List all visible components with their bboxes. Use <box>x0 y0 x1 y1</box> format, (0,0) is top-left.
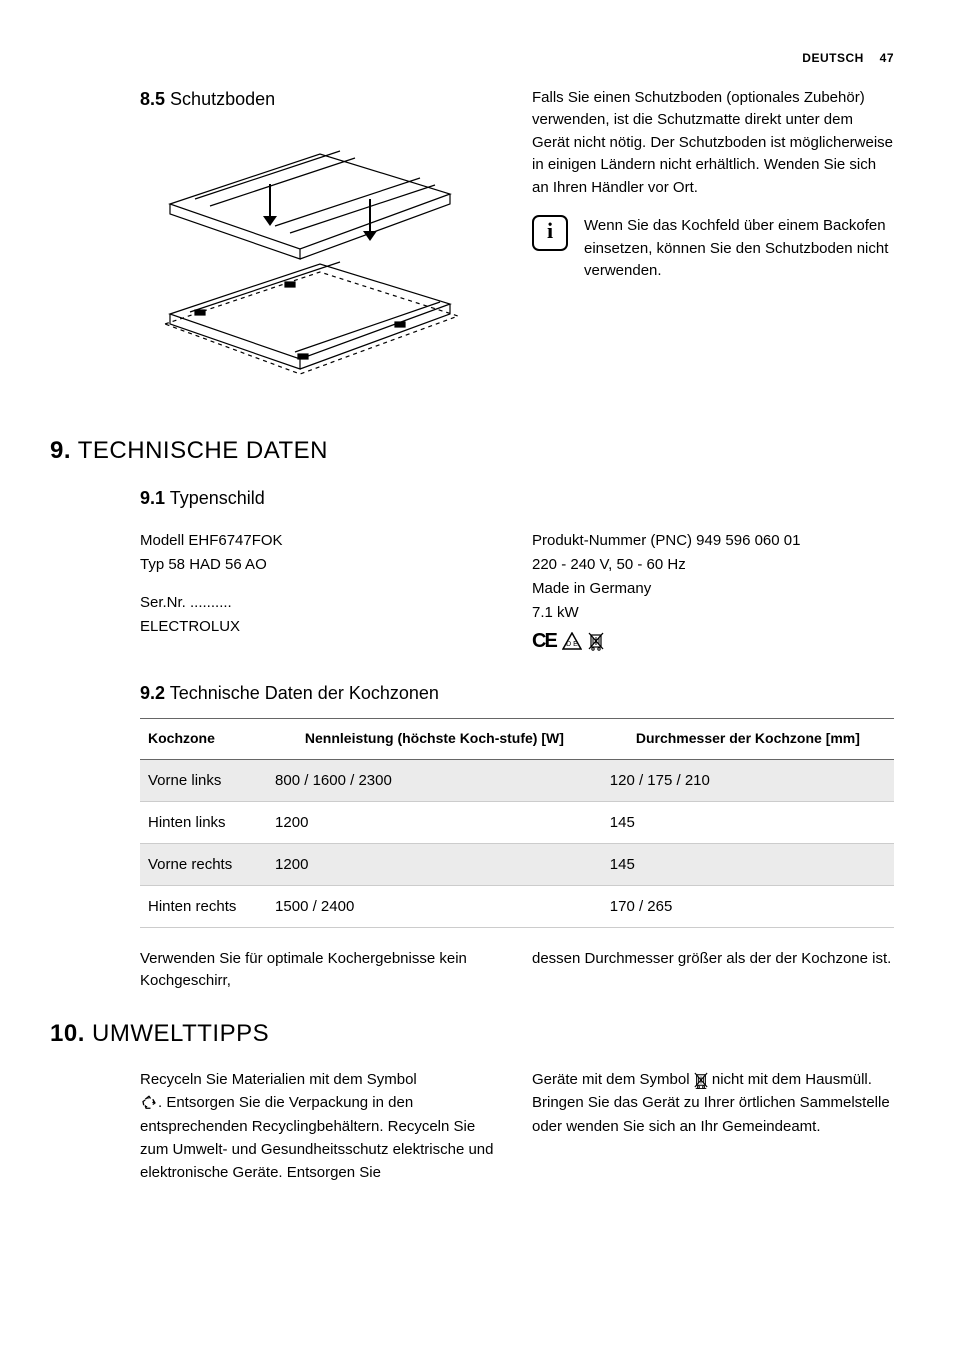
sec10-left-post: . Entsorgen Sie die Verpackung in den en… <box>140 1094 494 1181</box>
brand-line: ELECTROLUX <box>140 615 502 639</box>
subheading-9-1-num: 9.1 <box>140 488 165 508</box>
triangle-icon: D E <box>562 632 582 650</box>
table-row: Vorne rechts1200145 <box>140 843 894 885</box>
cell-diameter: 145 <box>602 843 894 885</box>
section-8-5-left: 8.5 Schutzboden <box>50 87 502 404</box>
cell-power: 1200 <box>267 801 602 843</box>
typenschild-right: Produkt-Nummer (PNC) 949 596 060 01 220 … <box>532 529 894 657</box>
schutzboden-diagram <box>140 124 480 404</box>
section-9-1: 9.1 Typenschild Modell EHF6747FOK Typ 58… <box>50 486 894 657</box>
cell-zone: Vorne rechts <box>140 843 267 885</box>
section-10-left: Recyceln Sie Materialien mit dem Symbol … <box>140 1068 502 1184</box>
typenschild-left: Modell EHF6747FOK Typ 58 HAD 56 AO Ser.N… <box>140 529 502 657</box>
serial-line: Ser.Nr. .......... <box>140 591 502 615</box>
cell-diameter: 170 / 265 <box>602 885 894 927</box>
ce-icon: CE <box>532 625 556 657</box>
info-text: Wenn Sie das Kochfeld über einem Backofe… <box>584 215 894 283</box>
cell-zone: Hinten links <box>140 801 267 843</box>
section-10: 10. UMWELTTIPPS Recyceln Sie Materialien… <box>50 1017 894 1185</box>
table-header-row: Kochzone Nennleistung (höchste Koch-stuf… <box>140 718 894 759</box>
header-language: DEUTSCH <box>802 51 864 65</box>
sec10-left-pre: Recyceln Sie Materialien mit dem Symbol <box>140 1071 417 1088</box>
cell-zone: Hinten rechts <box>140 885 267 927</box>
section-10-right: Geräte mit dem Symbol nicht mit dem Haus… <box>532 1068 894 1184</box>
heading-10: 10. UMWELTTIPPS <box>50 1017 894 1051</box>
type-line: Typ 58 HAD 56 AO <box>140 553 502 577</box>
voltage-line: 220 - 240 V, 50 - 60 Hz <box>532 553 894 577</box>
th-durchmesser: Durchmesser der Kochzone [mm] <box>602 718 894 759</box>
subheading-9-2-num: 9.2 <box>140 683 165 703</box>
schutzboden-para: Falls Sie einen Schutzboden (optionales … <box>532 87 894 200</box>
subheading-title: Schutzboden <box>170 89 275 109</box>
subheading-9-1-title: Typenschild <box>170 488 265 508</box>
weee-icon <box>694 1071 708 1089</box>
section-9: 9. TECHNISCHE DATEN 9.1 Typenschild Mode… <box>50 434 894 993</box>
section-10-columns: Recyceln Sie Materialien mit dem Symbol … <box>50 1068 894 1184</box>
heading-10-num: 10. <box>50 1020 85 1047</box>
post-table-text: Verwenden Sie für optimale Kochergebniss… <box>50 948 894 993</box>
pnc-line: Produkt-Nummer (PNC) 949 596 060 01 <box>532 529 894 553</box>
typenschild-content: Modell EHF6747FOK Typ 58 HAD 56 AO Ser.N… <box>140 529 894 657</box>
table-row: Hinten links1200145 <box>140 801 894 843</box>
th-nennleistung: Nennleistung (höchste Koch-stufe) [W] <box>267 718 602 759</box>
heading-9-num: 9. <box>50 437 71 464</box>
made-in-line: Made in Germany <box>532 577 894 601</box>
table-row: Vorne links800 / 1600 / 2300120 / 175 / … <box>140 759 894 801</box>
cell-power: 1500 / 2400 <box>267 885 602 927</box>
info-box: i Wenn Sie das Kochfeld über einem Backo… <box>532 215 894 283</box>
post-table-left: Verwenden Sie für optimale Kochergebniss… <box>140 948 502 993</box>
heading-10-title: UMWELTTIPPS <box>92 1020 269 1047</box>
cell-zone: Vorne links <box>140 759 267 801</box>
cell-diameter: 145 <box>602 801 894 843</box>
svg-text:D E: D E <box>566 641 578 648</box>
sec10-right-pre: Geräte mit dem Symbol <box>532 1071 694 1088</box>
subheading-9-2: 9.2 Technische Daten der Kochzonen <box>140 681 894 706</box>
page-header: DEUTSCH 47 <box>50 50 894 67</box>
section-8-5-right: Falls Sie einen Schutzboden (optionales … <box>532 87 894 404</box>
subheading-9-2-title: Technische Daten der Kochzonen <box>170 683 439 703</box>
cell-power: 1200 <box>267 843 602 885</box>
model-line: Modell EHF6747FOK <box>140 529 502 553</box>
subheading-num: 8.5 <box>140 89 165 109</box>
recycle-icon <box>140 1094 158 1112</box>
ce-marks: CE D E <box>532 625 894 657</box>
kw-line: 7.1 kW <box>532 601 894 625</box>
info-icon: i <box>532 215 568 251</box>
header-page-number: 47 <box>880 51 894 65</box>
weee-icon <box>588 631 604 651</box>
subheading-8-5: 8.5 Schutzboden <box>140 87 502 112</box>
th-kochzone: Kochzone <box>140 718 267 759</box>
cell-power: 800 / 1600 / 2300 <box>267 759 602 801</box>
post-table-right: dessen Durchmesser größer als der der Ko… <box>532 948 894 993</box>
cell-diameter: 120 / 175 / 210 <box>602 759 894 801</box>
subheading-9-1: 9.1 Typenschild <box>140 486 894 511</box>
heading-9: 9. TECHNISCHE DATEN <box>50 434 894 468</box>
section-9-2: 9.2 Technische Daten der Kochzonen Kochz… <box>50 681 894 928</box>
section-8-5: 8.5 Schutzboden <box>50 87 894 404</box>
kochzonen-table: Kochzone Nennleistung (höchste Koch-stuf… <box>140 718 894 928</box>
heading-9-title: TECHNISCHE DATEN <box>78 437 328 464</box>
table-row: Hinten rechts1500 / 2400170 / 265 <box>140 885 894 927</box>
